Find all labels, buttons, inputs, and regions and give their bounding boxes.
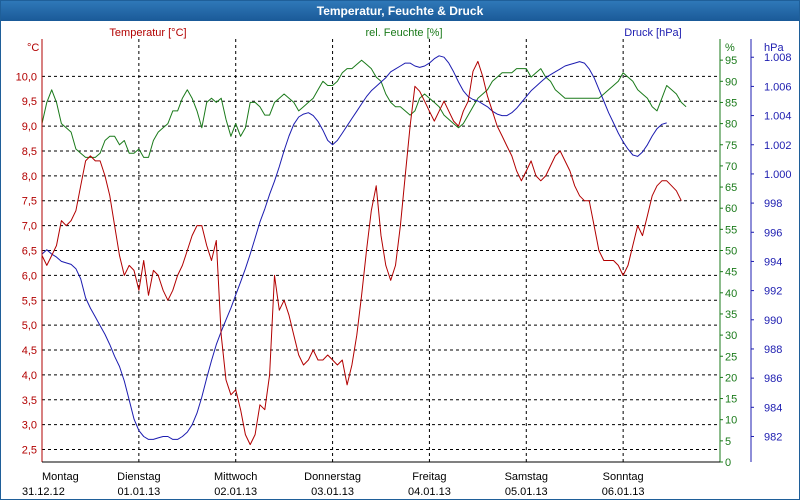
pressure-tick-label: 1.004	[764, 111, 792, 123]
humidity-tick-label: 40	[725, 288, 737, 300]
pressure-tick-label: 1.000	[764, 169, 792, 181]
temperature-tick-label: 7,5	[22, 196, 37, 208]
humidity-tick-label: 50	[725, 246, 737, 258]
axes-layer	[41, 39, 754, 463]
temperature-unit: °C	[27, 42, 39, 54]
x-date-label: 05.01.13	[505, 486, 548, 498]
humidity-tick-label: 75	[725, 140, 737, 152]
pressure-tick-label: 998	[764, 198, 782, 210]
pressure-axis-title: Druck [hPa]	[624, 27, 681, 39]
pressure-tick-label: 1.006	[764, 81, 792, 93]
humidity-unit: %	[725, 42, 735, 54]
temperature-tick-label: 2,5	[22, 445, 37, 457]
pressure-tick-label: 994	[764, 256, 782, 268]
temperature-axis-title: Temperatur [°C]	[109, 27, 186, 39]
temperature-tick-label: 5,0	[22, 320, 37, 332]
humidity-tick-label: 80	[725, 119, 737, 131]
temperature-tick-label: 8,0	[22, 171, 37, 183]
humidity-series-line	[41, 59, 687, 158]
x-date-label: 03.01.13	[311, 486, 354, 498]
x-day-label: Sonntag	[603, 471, 644, 483]
temperature-tick-label: 6,5	[22, 246, 37, 258]
pressure-tick-label: 1.002	[764, 140, 792, 152]
humidity-tick-label: 20	[725, 372, 737, 384]
pressure-tick-label: 988	[764, 344, 782, 356]
humidity-tick-label: 85	[725, 97, 737, 109]
x-date-label: 06.01.13	[602, 486, 645, 498]
pressure-tick-label: 982	[764, 431, 782, 443]
x-day-label: Donnerstag	[304, 471, 361, 483]
pressure-tick-label: 992	[764, 286, 782, 298]
humidity-tick-label: 70	[725, 161, 737, 173]
series-layer	[41, 55, 687, 446]
pressure-tick-label: 986	[764, 373, 782, 385]
humidity-tick-label: 25	[725, 351, 737, 363]
x-date-label: 04.01.13	[408, 486, 451, 498]
humidity-tick-label: 90	[725, 76, 737, 88]
x-day-label: Dienstag	[117, 471, 160, 483]
humidity-tick-label: 10	[725, 415, 737, 427]
humidity-axis-title: rel. Feuchte [%]	[365, 27, 442, 39]
humidity-tick-label: 60	[725, 203, 737, 215]
humidity-tick-label: 95	[725, 55, 737, 67]
x-date-label: 02.01.13	[214, 486, 257, 498]
labels-layer: 2,5 3,0 3,5 4,0 4,5 5,0 5,5 6,0 6,5 7,0 7,5 8,0 8,5 9…	[16, 27, 792, 498]
humidity-tick-label: 5	[725, 436, 731, 448]
x-day-label: Mittwoch	[214, 471, 257, 483]
pressure-tick-label: 984	[764, 402, 782, 414]
humidity-tick-label: 35	[725, 309, 737, 321]
temperature-tick-label: 8,5	[22, 146, 37, 158]
temperature-tick-label: 6,0	[22, 270, 37, 282]
humidity-tick-label: 55	[725, 224, 737, 236]
temperature-tick-label: 3,0	[22, 420, 37, 432]
temperature-tick-label: 9,5	[22, 96, 37, 108]
pressure-tick-label: 996	[764, 227, 782, 239]
pressure-unit: hPa	[764, 42, 784, 54]
temperature-tick-label: 7,0	[22, 221, 37, 233]
humidity-tick-label: 0	[725, 457, 731, 469]
grid	[42, 39, 720, 462]
temperature-tick-label: 3,5	[22, 395, 37, 407]
pressure-series-line	[41, 55, 667, 440]
temperature-tick-label: 9,0	[22, 121, 37, 133]
x-day-label: Freitag	[412, 471, 446, 483]
x-date-label: 31.12.12	[22, 486, 65, 498]
temperature-tick-label: 4,5	[22, 345, 37, 357]
x-day-label: Samstag	[505, 471, 548, 483]
humidity-tick-label: 30	[725, 330, 737, 342]
temperature-tick-label: 10,0	[16, 71, 37, 83]
temperature-tick-label: 4,0	[22, 370, 37, 382]
x-date-label: 01.01.13	[117, 486, 160, 498]
humidity-tick-label: 15	[725, 394, 737, 406]
x-day-label: Montag	[42, 471, 79, 483]
pressure-tick-label: 1.008	[764, 52, 792, 64]
humidity-tick-label: 65	[725, 182, 737, 194]
temperature-tick-label: 5,5	[22, 295, 37, 307]
temperature-series-line	[41, 60, 682, 446]
humidity-tick-label: 45	[725, 267, 737, 279]
chart-title: Temperatur, Feuchte & Druck	[1, 1, 799, 21]
pressure-tick-label: 990	[764, 315, 782, 327]
